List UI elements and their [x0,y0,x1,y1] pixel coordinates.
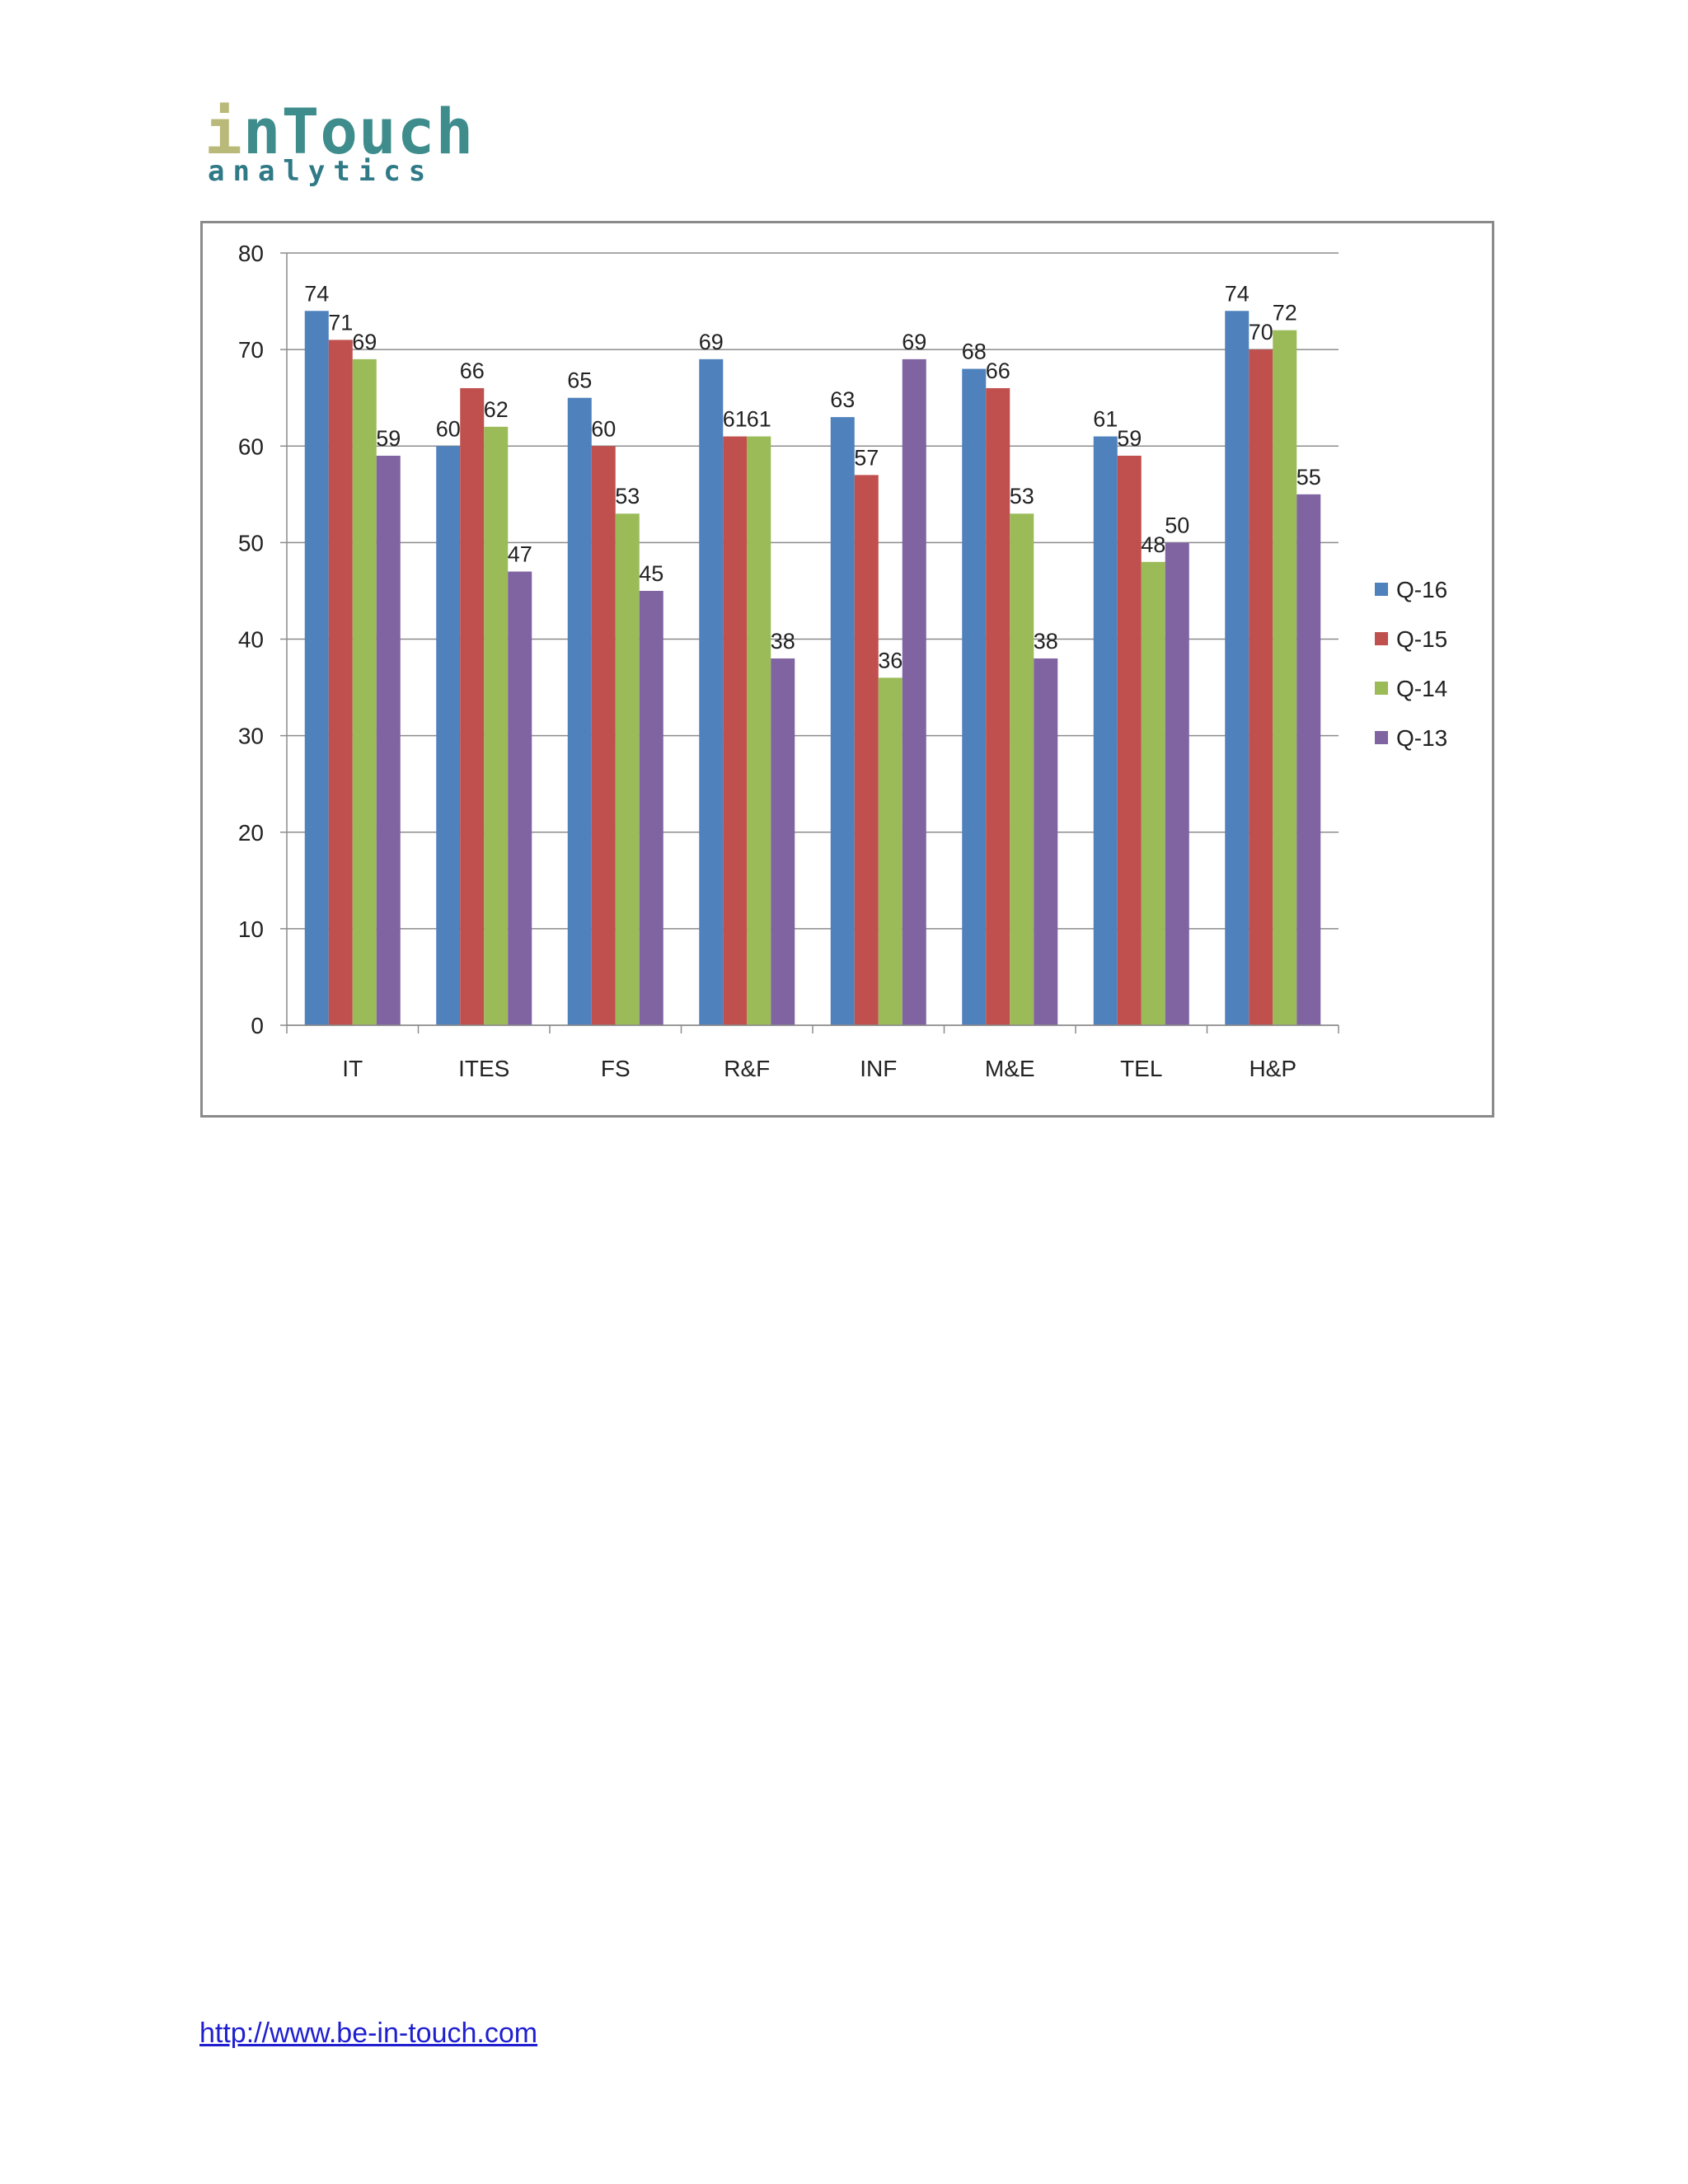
bar-Q-15-INF [854,475,879,1025]
data-label-Q-14-H&P: 72 [1273,301,1297,326]
data-label-Q-14-R&F: 61 [747,407,771,432]
bar-Q-13-TEL [1165,542,1189,1025]
bar-Q-15-FS [591,446,616,1025]
legend-label-Q-13: Q-13 [1396,725,1447,751]
bar-Q-14-TEL [1141,561,1165,1025]
x-tick-label-0: IT [342,1056,363,1081]
bar-Q-15-R&F [723,436,748,1025]
logo-tagline: analytics [208,155,434,188]
y-tick-label-70: 70 [238,337,264,363]
y-tick-label-30: 30 [238,724,264,749]
data-label-Q-16-R&F: 69 [699,330,724,354]
bar-Q-13-FS [639,590,663,1025]
x-tick-label-3: R&F [724,1056,770,1081]
bar-Q-13-R&F [771,658,795,1025]
bar-Q-16-R&F [699,359,724,1025]
y-tick-label-40: 40 [238,627,264,653]
bar-chart: 01020304050607080IT74716959ITES60666247F… [238,241,1447,1081]
logo-wordmark-main: nTouch [242,95,475,168]
bar-Q-13-M&E [1034,658,1058,1025]
data-label-Q-13-R&F: 38 [771,629,795,654]
x-tick-label-1: ITES [458,1056,509,1081]
data-label-Q-13-FS: 45 [639,561,663,586]
legend-label-Q-16: Q-16 [1396,577,1447,602]
data-label-Q-15-ITES: 66 [460,359,485,383]
bar-Q-15-TEL [1117,455,1142,1025]
data-label-Q-14-INF: 36 [878,648,903,673]
bar-Q-14-M&E [1010,513,1034,1025]
data-label-Q-13-TEL: 50 [1165,513,1189,537]
data-label-Q-14-TEL: 48 [1141,532,1165,557]
bar-Q-13-H&P [1296,494,1321,1025]
bar-Q-14-IT [352,359,377,1025]
legend-label-Q-15: Q-15 [1396,626,1447,652]
data-label-Q-14-M&E: 53 [1010,484,1034,509]
bar-Q-13-INF [902,359,926,1025]
data-label-Q-16-M&E: 68 [962,340,987,364]
bar-Q-14-FS [615,513,640,1025]
legend-swatch-Q-16 [1375,583,1388,596]
y-tick-label-0: 0 [251,1013,264,1038]
x-tick-label-2: FS [601,1056,631,1081]
data-label-Q-16-FS: 65 [567,368,592,393]
data-label-Q-15-M&E: 66 [986,359,1010,383]
data-label-Q-15-INF: 57 [854,445,879,470]
data-label-Q-16-ITES: 60 [436,416,461,441]
bar-Q-15-M&E [986,387,1010,1026]
data-label-Q-16-H&P: 74 [1225,281,1250,306]
data-label-Q-15-IT: 71 [328,310,353,335]
y-tick-label-10: 10 [238,916,264,942]
bar-Q-16-INF [830,417,855,1025]
y-tick-label-60: 60 [238,434,264,459]
bar-Q-16-FS [567,397,592,1025]
data-label-Q-15-TEL: 59 [1117,426,1142,451]
data-label-Q-14-IT: 69 [352,330,377,354]
x-tick-label-6: TEL [1120,1056,1162,1081]
x-tick-label-5: M&E [985,1056,1035,1081]
x-tick-label-7: H&P [1249,1056,1296,1081]
chart-frame: 0 10 20 30 40 50 60 70 80 IT 74 71 69 59 ITES 60 66 62 47 F… [200,221,1494,1118]
bar-Q-16-M&E [962,368,987,1025]
y-tick-label-80: 80 [238,241,264,266]
bar-Q-14-INF [878,677,903,1025]
data-label-Q-13-ITES: 47 [508,542,532,567]
data-label-Q-16-INF: 63 [830,387,855,412]
data-label-Q-15-FS: 60 [591,416,616,441]
data-label-Q-15-H&P: 70 [1249,320,1273,344]
logo-wordmark: inTouch [204,101,474,163]
logo-wordmark-lead: i [204,95,243,168]
footer-website-link[interactable]: http://www.be-in-touch.com [199,2018,538,2049]
bar-Q-16-TEL [1093,436,1118,1025]
data-label-Q-16-TEL: 61 [1093,407,1118,432]
bar-Q-14-R&F [747,436,771,1025]
bar-Q-15-ITES [460,387,485,1026]
data-label-Q-13-M&E: 38 [1034,629,1058,654]
bar-Q-13-ITES [508,571,532,1025]
x-tick-label-4: INF [860,1056,897,1081]
bar-Q-13-IT [376,455,401,1025]
bar-Q-15-H&P [1249,349,1273,1025]
data-label-Q-13-IT: 59 [376,426,401,451]
legend-swatch-Q-15 [1375,632,1388,645]
legend-label-Q-14: Q-14 [1396,676,1447,701]
bar-Q-15-IT [328,340,353,1026]
bar-Q-14-H&P [1273,330,1297,1025]
logo: inTouch analytics [204,101,473,189]
y-tick-label-50: 50 [238,530,264,555]
bar-Q-16-H&P [1225,311,1250,1025]
data-label-Q-13-INF: 69 [902,330,926,354]
data-label-Q-14-FS: 53 [615,484,640,509]
legend-swatch-Q-13 [1375,731,1388,744]
data-label-Q-16-IT: 74 [304,281,329,306]
data-label-Q-13-H&P: 55 [1296,465,1321,490]
bar-Q-16-ITES [436,446,461,1025]
y-tick-label-20: 20 [238,820,264,846]
legend-swatch-Q-14 [1375,682,1388,695]
data-label-Q-14-ITES: 62 [484,397,509,422]
bar-Q-16-IT [304,311,329,1025]
data-label-Q-15-R&F: 61 [723,407,748,432]
bar-Q-14-ITES [484,426,509,1025]
